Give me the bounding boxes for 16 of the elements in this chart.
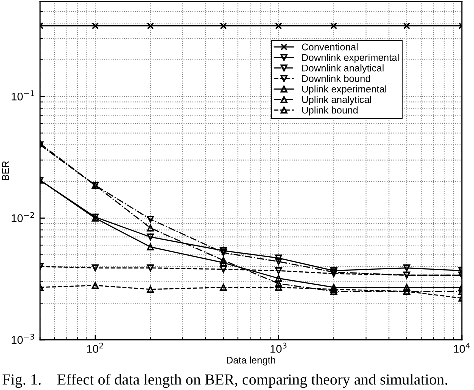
x-axis-title: Data length	[227, 356, 276, 366]
legend-label: Downlink bound	[302, 75, 370, 82]
legend-label: Conventional	[302, 44, 358, 51]
y-tick-label: 10$^{−3}$	[12, 334, 34, 344]
y-tick-label: 10$^{−2}$	[12, 212, 34, 222]
x-tick-label: 10$^{3}$	[270, 342, 287, 354]
legend-label: Uplink analytical	[302, 96, 372, 106]
caption: Fig. 1. Effect of data length on BER, comparing theory and simulation.	[2, 374, 448, 388]
legend-label: Uplink experimental	[302, 86, 386, 95]
legend-label: Downlink experimental	[302, 54, 399, 64]
x-tick-label: 10$^{4}$	[454, 342, 470, 354]
legend-label: Downlink analytical	[302, 64, 384, 74]
legend-label: Uplink bound	[302, 106, 358, 116]
x-tick-label: 10$^{2}$	[87, 342, 104, 354]
y-tick-label: 10$^{−1}$	[12, 90, 34, 101]
y-axis-title: BER	[2, 161, 10, 180]
